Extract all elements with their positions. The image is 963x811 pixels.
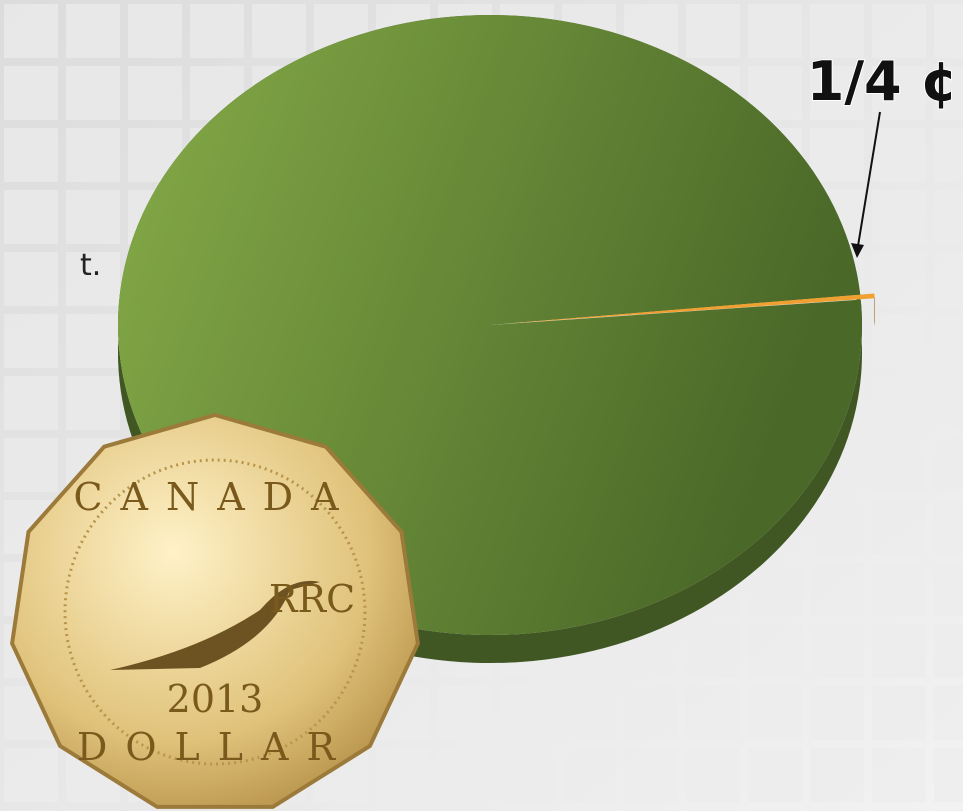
arrow-head bbox=[851, 243, 864, 258]
coin: CANADA DOLLAR 2013 RRC bbox=[10, 412, 420, 809]
pie-slice bbox=[503, 293, 875, 324]
arrow bbox=[856, 111, 881, 253]
coin-year: 2013 bbox=[167, 677, 264, 721]
coin-loon bbox=[110, 580, 320, 670]
coin-mint: RRC bbox=[269, 577, 355, 621]
side-text: t. bbox=[80, 248, 101, 283]
coin-top-text: CANADA bbox=[73, 475, 356, 519]
coin-bottom-text: DOLLAR bbox=[77, 725, 353, 769]
pie-slice-side bbox=[874, 293, 875, 327]
value-label: 1/4 ¢ bbox=[807, 50, 958, 113]
coin-body bbox=[10, 412, 420, 809]
coin-ring bbox=[63, 458, 367, 766]
